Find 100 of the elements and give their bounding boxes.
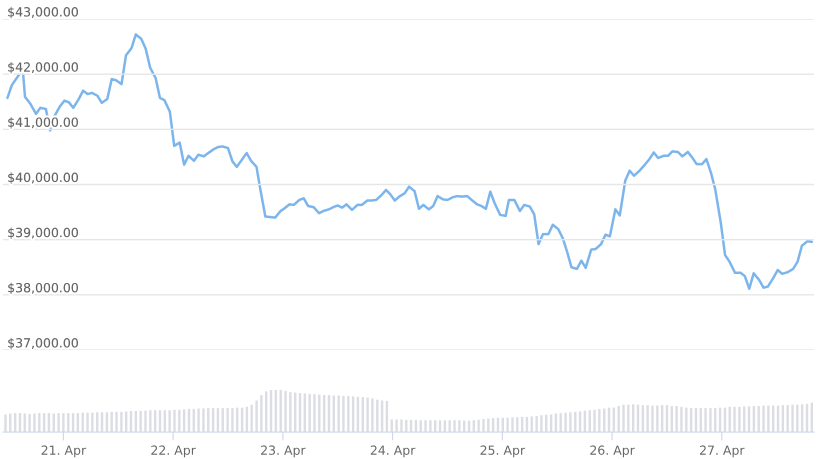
bar	[800, 404, 804, 432]
x-tick-label: 27. Apr	[700, 445, 745, 458]
bar	[782, 405, 784, 432]
bar	[506, 418, 509, 432]
bar	[226, 408, 229, 432]
bar	[86, 412, 89, 432]
bar	[458, 420, 461, 432]
bar	[685, 408, 688, 432]
bar	[400, 419, 403, 432]
bar	[366, 398, 369, 432]
bar	[168, 410, 171, 432]
bar	[48, 413, 50, 432]
bar	[274, 390, 278, 432]
bar	[33, 414, 36, 432]
bar	[260, 395, 263, 432]
bar	[212, 408, 214, 432]
bar	[704, 408, 707, 432]
bar	[680, 406, 683, 432]
bar	[516, 417, 518, 432]
x-tick-label: 26. Apr	[590, 445, 635, 458]
bar	[386, 400, 388, 432]
bar	[76, 413, 80, 432]
bar	[603, 408, 606, 432]
bar	[588, 410, 591, 432]
bar	[304, 393, 306, 432]
x-tick-label: 25. Apr	[480, 445, 526, 458]
bar	[91, 412, 94, 432]
bar	[322, 395, 326, 432]
bar	[535, 416, 538, 432]
y-tick-label: $42,000.00	[8, 62, 78, 74]
bar	[240, 408, 244, 432]
bar	[453, 420, 456, 432]
bar	[42, 413, 46, 432]
bar	[414, 420, 418, 432]
bar	[598, 408, 601, 432]
y-tick-label: $40,000.00	[8, 172, 78, 184]
x-tick-label: 24. Apr	[370, 445, 416, 458]
bar	[352, 396, 354, 432]
bar	[380, 400, 384, 432]
bar	[405, 420, 408, 432]
bar	[642, 405, 644, 432]
bar	[337, 395, 340, 432]
bar	[9, 414, 12, 432]
bar	[192, 408, 195, 432]
bar	[197, 408, 200, 432]
bar	[395, 419, 398, 432]
bar	[564, 412, 567, 432]
bar	[632, 404, 634, 432]
bar	[154, 410, 156, 432]
bar	[390, 419, 393, 432]
bar	[578, 411, 582, 432]
bar	[255, 400, 258, 432]
bar	[52, 414, 55, 432]
bar	[627, 404, 630, 432]
bar	[560, 413, 562, 432]
bar	[182, 409, 186, 432]
bar	[356, 396, 360, 432]
bar	[477, 420, 480, 432]
bar	[62, 413, 65, 432]
bar	[554, 414, 558, 432]
y-tick-label: $38,000.00	[8, 282, 78, 294]
bar	[540, 415, 543, 432]
x-tick-label: 22. Apr	[151, 445, 196, 458]
bar	[24, 414, 26, 432]
bar	[530, 416, 533, 432]
bar	[134, 411, 138, 432]
bar	[545, 414, 548, 432]
bar	[371, 398, 374, 432]
bar	[342, 396, 345, 432]
bar	[110, 412, 113, 432]
bar	[67, 413, 70, 432]
bar	[308, 394, 311, 432]
bar	[718, 408, 722, 432]
bar	[675, 406, 678, 432]
bar	[376, 400, 378, 432]
bar	[492, 418, 494, 432]
bar	[106, 412, 108, 432]
bar	[332, 395, 336, 432]
bar	[584, 410, 586, 432]
bar	[72, 413, 74, 432]
bar	[569, 412, 572, 432]
bar	[502, 418, 504, 432]
bar	[280, 390, 282, 432]
bar	[82, 412, 84, 432]
bar	[420, 420, 422, 432]
bar	[246, 406, 248, 432]
bar	[743, 406, 746, 432]
bar	[724, 408, 726, 432]
x-tick-label: 23. Apr	[261, 445, 306, 458]
bar	[714, 408, 716, 432]
bar	[666, 405, 668, 432]
bar	[767, 406, 770, 432]
bar	[14, 413, 16, 432]
x-tick-label: 21. Apr	[42, 445, 86, 458]
bar	[270, 390, 272, 432]
bar	[550, 414, 552, 432]
bar	[520, 416, 524, 432]
y-tick-label: $39,000.00	[8, 228, 78, 239]
bar	[728, 406, 731, 432]
bar	[429, 420, 432, 432]
